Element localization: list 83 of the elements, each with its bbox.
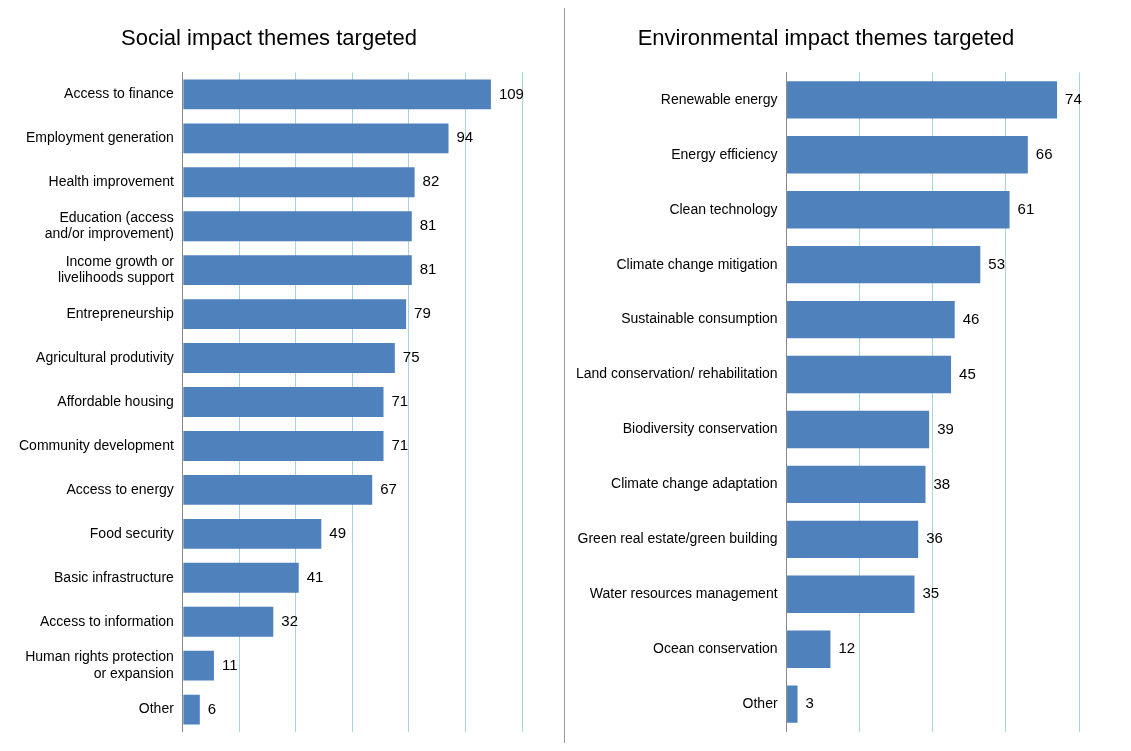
y-tick-label: Ocean conservation (653, 640, 778, 657)
y-tick-label: Basic infrastructure (54, 568, 175, 585)
y-tick-label: Climate change mitigation (616, 255, 778, 272)
data-label: 79 (414, 304, 431, 322)
data-label: 94 (456, 128, 474, 146)
y-tick-label: Other (138, 700, 175, 717)
chart-title: Social impact themes targeted (121, 25, 417, 51)
data-label: 66 (1035, 144, 1053, 162)
y-tick-label: Income growth or livelihoods support (57, 252, 175, 286)
bar (183, 123, 449, 154)
bar (183, 694, 200, 725)
bar (183, 606, 274, 637)
y-tick-label: Land conservation/ rehabilitation (576, 365, 778, 382)
data-label: 81 (419, 260, 437, 278)
y-tick-label: Health improvement (48, 173, 174, 190)
bar (183, 518, 322, 549)
y-tick-label: Agricultural produtivity (36, 348, 174, 365)
data-label: 53 (988, 254, 1005, 272)
y-tick-label: Access to finance (64, 85, 175, 102)
data-label: 35 (922, 584, 940, 602)
bar (183, 650, 214, 681)
y-tick-label: Human rights protection or expansion (25, 648, 174, 681)
data-label: 45 (959, 364, 976, 382)
bar (787, 685, 798, 723)
data-label: 71 (391, 392, 409, 410)
y-tick-label: Water resources management (589, 585, 778, 602)
data-label: 39 (937, 419, 954, 437)
y-tick-label: Clean technology (669, 200, 778, 217)
bar (787, 520, 919, 559)
bar (787, 575, 915, 613)
data-label: 11 (221, 655, 238, 673)
data-label: 32 (281, 611, 298, 629)
bar (787, 355, 952, 394)
y-tick-label: Education (access and/or improvement) (44, 208, 174, 242)
data-label: 36 (926, 529, 943, 547)
data-label: 82 (422, 172, 440, 190)
bar (787, 136, 1028, 174)
y-tick-label: Energy efficiency (671, 145, 778, 162)
bar (183, 79, 491, 110)
bar (787, 81, 1058, 119)
bar (183, 562, 299, 593)
data-label: 81 (419, 216, 437, 234)
data-label: 74 (1065, 90, 1082, 108)
data-label: 49 (329, 523, 347, 541)
bar (183, 299, 407, 330)
bar (183, 387, 384, 417)
data-label: 38 (933, 474, 951, 492)
data-label: 67 (380, 480, 397, 498)
data-label: 71 (391, 436, 409, 454)
bar (787, 191, 1010, 229)
bar (183, 211, 412, 242)
y-tick-label: Community development (18, 436, 174, 453)
data-label: 46 (962, 309, 980, 327)
y-tick-label: Entrepreneurship (66, 304, 175, 321)
data-label: 61 (1017, 199, 1035, 217)
data-label: 75 (402, 348, 420, 366)
data-label: 6 (207, 699, 217, 717)
y-tick-label: Climate change adaptation (611, 475, 778, 492)
bar (183, 255, 412, 286)
y-tick-label: Other (742, 694, 778, 711)
y-tick-label: Affordable housing (57, 392, 174, 409)
bar (787, 630, 831, 668)
bar (787, 300, 955, 339)
y-tick-label: Access to energy (66, 480, 174, 497)
bar (787, 245, 981, 284)
data-label: 12 (838, 639, 856, 657)
chart-title: Environmental impact themes targeted (637, 25, 1015, 51)
data-label: 41 (306, 567, 324, 585)
bar (183, 431, 384, 461)
bar (183, 167, 415, 198)
data-label: 109 (498, 84, 524, 102)
y-tick-label: Employment generation (25, 129, 174, 146)
bar (787, 410, 930, 449)
y-tick-label: Access to information (40, 612, 174, 629)
y-tick-label: Food security (89, 524, 174, 541)
bar (183, 474, 373, 505)
y-tick-label: Green real estate/green building (577, 530, 778, 547)
bar (787, 465, 926, 504)
y-tick-label: Sustainable consumption (621, 310, 778, 327)
bar (183, 343, 395, 373)
data-label: 3 (805, 694, 814, 712)
y-tick-label: Biodiversity conservation (622, 420, 778, 437)
y-tick-label: Renewable energy (660, 90, 778, 107)
